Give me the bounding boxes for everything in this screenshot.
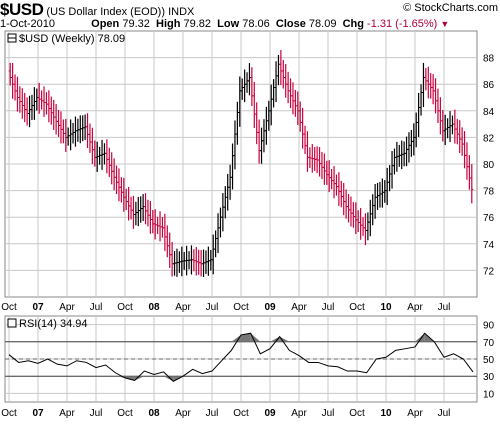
x-tick-label: Jul [206, 302, 219, 313]
open-label: Open [91, 18, 120, 30]
rsi-oversold-fill [163, 376, 174, 382]
rsi-x-tick-label: Apr [291, 408, 307, 419]
quote-date: 1-Oct-2010 [0, 18, 56, 30]
rsi-x-tick-label: Apr [59, 408, 75, 419]
x-tick-label: 07 [32, 302, 44, 313]
rsi-x-tick-label: Jul [438, 408, 451, 419]
rsi-legend: RSI(14) 34.94 [7, 318, 87, 330]
x-tick-label: Apr [407, 302, 423, 313]
rsi-x-tick-label: 08 [148, 408, 160, 419]
y-tick-label: 82 [483, 133, 495, 144]
y-tick-label: 72 [483, 266, 495, 277]
x-tick-label: Oct [349, 302, 365, 313]
y-tick-label: 88 [483, 54, 495, 65]
y-tick-label: 84 [483, 107, 495, 118]
y-tick-label: 86 [483, 80, 495, 91]
rsi-line [8, 332, 474, 382]
rsi-x-tick-label: Oct [349, 408, 365, 419]
rsi-y-tick-label: 30 [483, 372, 495, 383]
low-value: 78.06 [242, 18, 270, 30]
high-label: High [156, 18, 181, 30]
rsi-overbought-fill [270, 336, 280, 342]
rsi-x-tick-label: Apr [175, 408, 191, 419]
down-arrow-icon: ▼ [440, 19, 450, 29]
x-tick-label: 09 [264, 302, 276, 313]
rsi-x-tick-label: Apr [407, 408, 423, 419]
ticker-symbol: $USD [0, 0, 44, 19]
rsi-x-tick-label: Jul [206, 408, 219, 419]
price-legend: $USD (Weekly) 78.09 [7, 33, 125, 45]
x-tick-label: 10 [380, 302, 392, 313]
rsi-x-tick-label: Oct [1, 408, 17, 419]
x-tick-label: Jul [322, 302, 335, 313]
price-bars [8, 49, 474, 277]
low-label: Low [217, 18, 240, 30]
stats-line: 1-Oct-2010 Open 79.32 High 79.82 Low 78.… [0, 18, 449, 30]
x-tick-label: Oct [1, 302, 17, 313]
rsi-oversold-fill [134, 376, 145, 381]
rsi-y-tick-label: 50 [483, 355, 495, 366]
rsi-y-tick-label: 90 [483, 321, 495, 332]
rsi-panel: 10 30 50 70 90 RSI(14) 34.94 Oct 07 Apr Jul Oct 08 A… [1, 315, 495, 419]
chg-value: -1.31 (-1.65%) [367, 18, 438, 30]
brand-label: © StockCharts.com [403, 2, 498, 14]
rsi-x-tick-label: 07 [32, 408, 44, 419]
rsi-x-tick-label: Jul [322, 408, 335, 419]
x-tick-label: Oct [117, 302, 133, 313]
x-tick-label: 08 [148, 302, 160, 313]
title-line: $USD (US Dollar Index (EOD)) INDX [0, 0, 194, 20]
chg-label: Chg [342, 18, 364, 30]
x-tick-label: Apr [59, 302, 75, 313]
high-value: 79.82 [183, 18, 212, 30]
y-tick-label: 80 [483, 160, 495, 171]
stockcharts-logo-text: © StockCharts.com [403, 2, 498, 14]
rsi-y-tick-label: 70 [483, 338, 495, 349]
rsi-overbought-fill [231, 334, 241, 342]
close-label: Close [275, 18, 306, 30]
rsi-overbought-fill [415, 333, 425, 342]
x-tick-label: Apr [291, 302, 307, 313]
y-tick-label: 78 [483, 187, 495, 198]
rsi-x-tick-label: 09 [264, 408, 276, 419]
x-tick-label: Oct [233, 302, 249, 313]
rsi-x-tick-label: Oct [233, 408, 249, 419]
rsi-overbought-fill [241, 333, 251, 342]
price-panel: 72 74 76 78 80 82 84 86 88 $USD (Weekly) 78.09 Oct… [1, 30, 495, 313]
rsi-legend-swatch-icon [7, 318, 17, 328]
close-value: 78.09 [308, 18, 337, 30]
rsi-x-tick-label: Jul [90, 408, 103, 419]
rsi-y-tick-label: 10 [483, 389, 495, 400]
x-tick-label: Jul [90, 302, 103, 313]
rsi-x-tick-label: 10 [380, 408, 392, 419]
y-tick-label: 76 [483, 213, 495, 224]
x-tick-label: Apr [175, 302, 191, 313]
index-name: (US Dollar Index (EOD)) [46, 6, 165, 18]
rsi-overbought-fill [250, 333, 261, 342]
price-legend-text: $USD (Weekly) 78.09 [19, 33, 125, 45]
rsi-legend-text: RSI(14) 34.94 [19, 318, 87, 330]
rsi-x-tick-label: Oct [117, 408, 133, 419]
exchange-label: INDX [168, 6, 195, 18]
x-tick-label: Jul [438, 302, 451, 313]
open-value: 79.32 [122, 18, 150, 30]
y-tick-label: 74 [483, 240, 495, 251]
